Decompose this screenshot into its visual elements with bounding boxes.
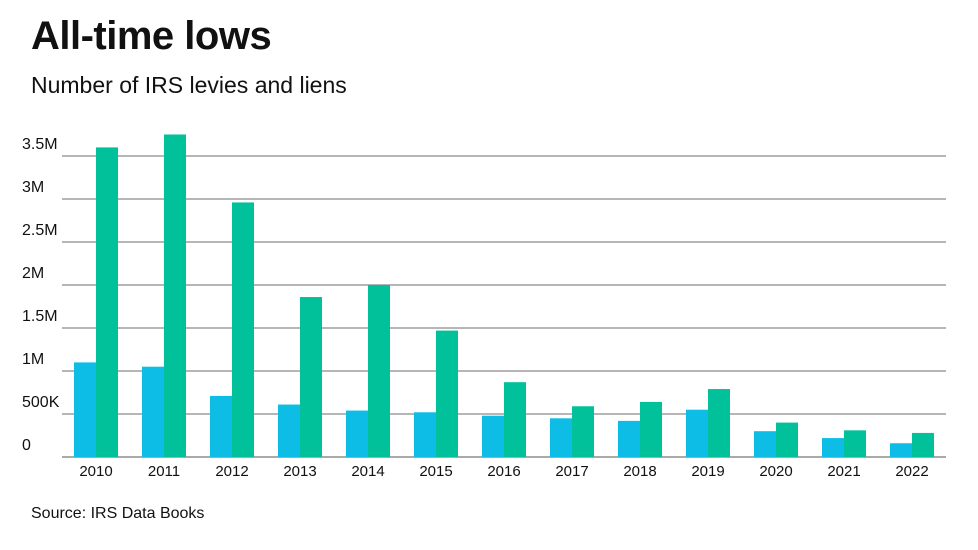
chart-subtitle: Number of IRS levies and liens <box>31 72 347 98</box>
y-axis-tick-labels: 0 500K 1M 1.5M 2M 2.5M 3M 3.5M <box>22 136 60 454</box>
bar-2014-series-2 <box>368 285 390 457</box>
x-tick-label: 2015 <box>419 463 452 480</box>
x-tick-label: 2010 <box>79 463 112 480</box>
bar-2013-series-2 <box>300 297 322 457</box>
bar-2020-series-1 <box>754 431 776 457</box>
bar-2013-series-1 <box>278 404 300 457</box>
x-tick-label: 2011 <box>148 463 180 480</box>
y-tick-label: 1.5M <box>22 308 58 325</box>
y-tick-label: 1M <box>22 351 44 368</box>
bar-2014-series-1 <box>346 410 368 457</box>
x-tick-label: 2014 <box>351 463 384 480</box>
bar-2022-series-1 <box>890 443 912 457</box>
bar-2011-series-1 <box>142 366 164 457</box>
x-tick-label: 2016 <box>487 463 520 480</box>
x-tick-label: 2013 <box>283 463 316 480</box>
bar-2018-series-2 <box>640 401 662 457</box>
bar-2010-series-1 <box>74 362 96 457</box>
bar-2021-series-2 <box>844 430 866 457</box>
bar-2022-series-2 <box>912 432 934 457</box>
y-tick-label: 3.5M <box>22 136 58 153</box>
bar-2012-series-2 <box>232 202 254 457</box>
x-tick-label: 2017 <box>555 463 588 480</box>
bar-2016-series-1 <box>482 415 504 457</box>
y-tick-label: 500K <box>22 394 60 411</box>
x-tick-label: 2018 <box>623 463 656 480</box>
x-tick-label: 2019 <box>691 463 724 480</box>
x-axis-tick-labels: 2010 2011 2012 2013 2014 2015 2016 2017 2018 2019… <box>79 463 928 480</box>
bar-2019-series-2 <box>708 389 730 457</box>
bar-2011-series-2 <box>164 134 186 457</box>
bar-2016-series-2 <box>504 382 526 457</box>
bar-2012-series-1 <box>210 395 232 457</box>
y-tick-label: 0 <box>22 437 31 454</box>
bar-2018-series-1 <box>618 420 640 457</box>
bar-2010-series-2 <box>96 147 118 457</box>
bars <box>74 134 934 457</box>
y-tick-label: 2M <box>22 265 44 282</box>
y-tick-label: 2.5M <box>22 222 58 239</box>
bar-2020-series-2 <box>776 422 798 457</box>
x-tick-label: 2021 <box>827 463 860 480</box>
bar-2017-series-2 <box>572 406 594 457</box>
bar-2017-series-1 <box>550 418 572 457</box>
bar-2015-series-1 <box>414 412 436 457</box>
source-note: Source: IRS Data Books <box>31 505 205 522</box>
x-tick-label: 2022 <box>895 463 928 480</box>
bar-2021-series-1 <box>822 438 844 457</box>
bar-2019-series-1 <box>686 409 708 457</box>
chart-title: All-time lows <box>31 14 272 58</box>
bar-2015-series-2 <box>436 330 458 457</box>
grid-lines <box>62 155 946 458</box>
x-tick-label: 2020 <box>759 463 792 480</box>
y-tick-label: 3M <box>22 179 44 196</box>
x-tick-label: 2012 <box>215 463 248 480</box>
